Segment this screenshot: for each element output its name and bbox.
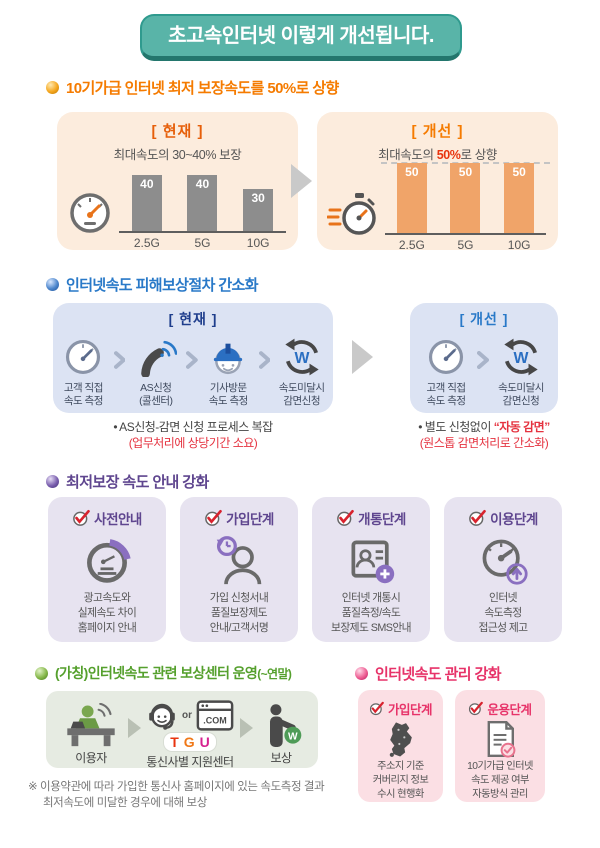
step-customer-measure: 고객 직접 속도 측정	[415, 335, 477, 408]
won-cycle-icon: W	[285, 338, 319, 376]
section1-heading: 10기가급 인터넷 최저 보장속도를 50%로 상향	[46, 77, 339, 98]
chevron-right-icon	[113, 351, 126, 369]
s2-improved-panel: [ 개선 ] 고객 직접 속도 측정	[410, 303, 558, 413]
bar-2-5g: 40	[131, 175, 162, 231]
flow-user: 이용자	[60, 703, 122, 766]
card-operation-auto: 운용단계 10기가급 인터넷 속도 제공 여부 자동방식 관리	[455, 690, 545, 802]
bar-10g: 50	[504, 163, 535, 233]
step-as-request: AS신청 (콜센터)	[125, 335, 186, 408]
svg-text:W: W	[294, 350, 309, 367]
section5-heading-text: 인터넷속도 관리 강화	[375, 666, 502, 683]
or-label: or	[182, 709, 192, 721]
s2-current-panel: [ 현재 ] 고객 직접 속도 측정	[53, 303, 333, 413]
current-bar-chart: 40 40 30 2.5G 5G 10G	[57, 173, 298, 250]
card-usage-stage: 이용단계 인터넷 속도측정 접근성 제고	[444, 497, 562, 642]
step-reduction-request: W 속도미달시 감면신청	[270, 335, 333, 408]
bar-10g: 30	[243, 189, 274, 231]
person-won-coin-icon: W	[270, 704, 302, 747]
phone-wifi-icon	[141, 340, 177, 377]
check-badge-icon	[369, 701, 384, 716]
arrow-right-icon	[291, 164, 312, 198]
bullet-ball-icon	[46, 278, 59, 291]
x-axis-labels: 2.5G 5G 10G	[133, 236, 270, 250]
speedometer-icon	[70, 193, 110, 233]
bar-5g: 40	[187, 175, 218, 231]
telecom-logos: T G U	[164, 733, 216, 751]
section2-heading-text: 인터넷속도 피해보상절차 간소화	[66, 277, 259, 294]
step-reduction-request: W 속도미달시 감면신청	[489, 335, 553, 408]
s2-improved-note: • 별도 신청없이 “자동 감면” (원스톱 감면처리로 간소화)	[418, 420, 550, 450]
headset-agent-icon	[149, 703, 175, 730]
korea-map-icon	[389, 722, 412, 757]
person-history-icon	[216, 536, 262, 585]
section4-heading-text: (가칭)인터넷속도 관련 보상센터 운영(~연말)	[55, 665, 292, 681]
section4-heading: (가칭)인터넷속도 관련 보상센터 운영(~연말)	[35, 663, 292, 683]
id-card-plus-icon	[351, 540, 395, 584]
flow-support-center: or .COM T G U 통신사별 지원센터	[146, 699, 234, 770]
section3-heading-text: 최저보장 속도 안내 강화	[66, 474, 209, 491]
section1-heading-text: 10기가급 인터넷 최저 보장속도를 50%로 상향	[66, 80, 339, 97]
chevron-right-icon	[186, 351, 198, 369]
bar-2-5g: 50	[396, 163, 427, 233]
s4-footnote: ※ 이용약관에 따라 가입한 통신사 홈페이지에 있는 속도측정 결과 최저속도…	[28, 781, 325, 809]
card-signup-stage: 가입단계 가입 신청서내 품질보장제도 안내/고객서명	[180, 497, 298, 642]
check-badge-icon	[337, 509, 354, 526]
svg-text:W: W	[514, 350, 529, 367]
engineer-icon	[214, 343, 243, 375]
s1-current-panel: [ 현재 ] 최대속도의 30~40% 보장 40 40 30 2.5G 5G 10	[57, 112, 298, 250]
document-check-icon	[487, 721, 516, 758]
improved-bar-chart: 50 50 50 2.5G 5G 10G	[317, 162, 558, 252]
improved-label: [ 개선 ]	[459, 311, 509, 327]
check-badge-icon	[73, 509, 90, 526]
s4-flow-panel: 이용자 or	[46, 691, 318, 770]
ad-speed-gauge-icon	[87, 539, 131, 583]
step-engineer-visit: 기사방문 속도 측정	[198, 335, 259, 408]
bullet-ball-icon	[46, 475, 59, 488]
bullet-ball-icon	[35, 666, 48, 680]
won-cycle-icon: W	[504, 338, 538, 376]
flow-compensation: W 보상	[258, 703, 304, 766]
section2-heading: 인터넷속도 피해보상절차 간소화	[46, 274, 259, 295]
section3-heading: 최저보장 속도 안내 강화	[46, 471, 209, 492]
user-desk-icon	[67, 703, 115, 747]
arrow-right-icon	[127, 717, 141, 738]
arrow-right-icon	[352, 340, 373, 374]
bar-5g: 50	[450, 163, 481, 233]
chevron-right-icon	[258, 351, 271, 369]
current-label: [ 현재 ]	[151, 123, 204, 140]
card-advance-notice: 사전안내 광고속도와 실제속도 차이 홈페이지 안내	[48, 497, 166, 642]
current-label: [ 현재 ]	[168, 311, 218, 327]
card-signup-coverage: 가입단계 주소지 기준 커버리지 정보 수시 현행화	[358, 690, 443, 802]
step-customer-measure: 고객 직접 속도 측정	[53, 335, 114, 408]
page-title: 초고속인터넷 이렇게 개선됩니다.	[140, 14, 462, 61]
bullet-ball-icon	[46, 81, 59, 94]
chevron-right-icon	[477, 351, 489, 369]
svg-text:W: W	[288, 731, 298, 742]
gauge-up-icon	[482, 539, 528, 585]
x-axis-labels: 2.5G 5G 10G	[398, 238, 531, 252]
check-badge-icon	[469, 701, 484, 716]
bullet-ball-icon	[355, 667, 368, 680]
improved-subtitle: 최대속도의 50%로 상향	[378, 148, 497, 162]
stopwatch-icon	[327, 193, 376, 235]
improved-label: [ 개선 ]	[411, 123, 464, 140]
check-badge-icon	[469, 509, 486, 526]
svg-text:.COM: .COM	[203, 715, 226, 725]
arrow-right-icon	[239, 717, 253, 738]
speedometer-icon	[428, 339, 464, 375]
check-badge-icon	[205, 509, 222, 526]
speedometer-icon	[66, 339, 101, 375]
website-window-icon: .COM	[196, 699, 234, 731]
s2-current-note: • AS신청-감면 신청 프로세스 복잡 (업무처리에 상당기간 소요)	[113, 420, 273, 450]
current-subtitle: 최대속도의 30~40% 보장	[113, 148, 242, 162]
card-activation-stage: 개통단계 인터넷 개통시 품질측정/속도 보장제도 SMS안내	[312, 497, 430, 642]
s1-improved-panel: [ 개선 ] 최대속도의 50%로 상향 50 50 50	[317, 112, 558, 252]
section5-heading: 인터넷속도 관리 강화	[355, 663, 502, 684]
